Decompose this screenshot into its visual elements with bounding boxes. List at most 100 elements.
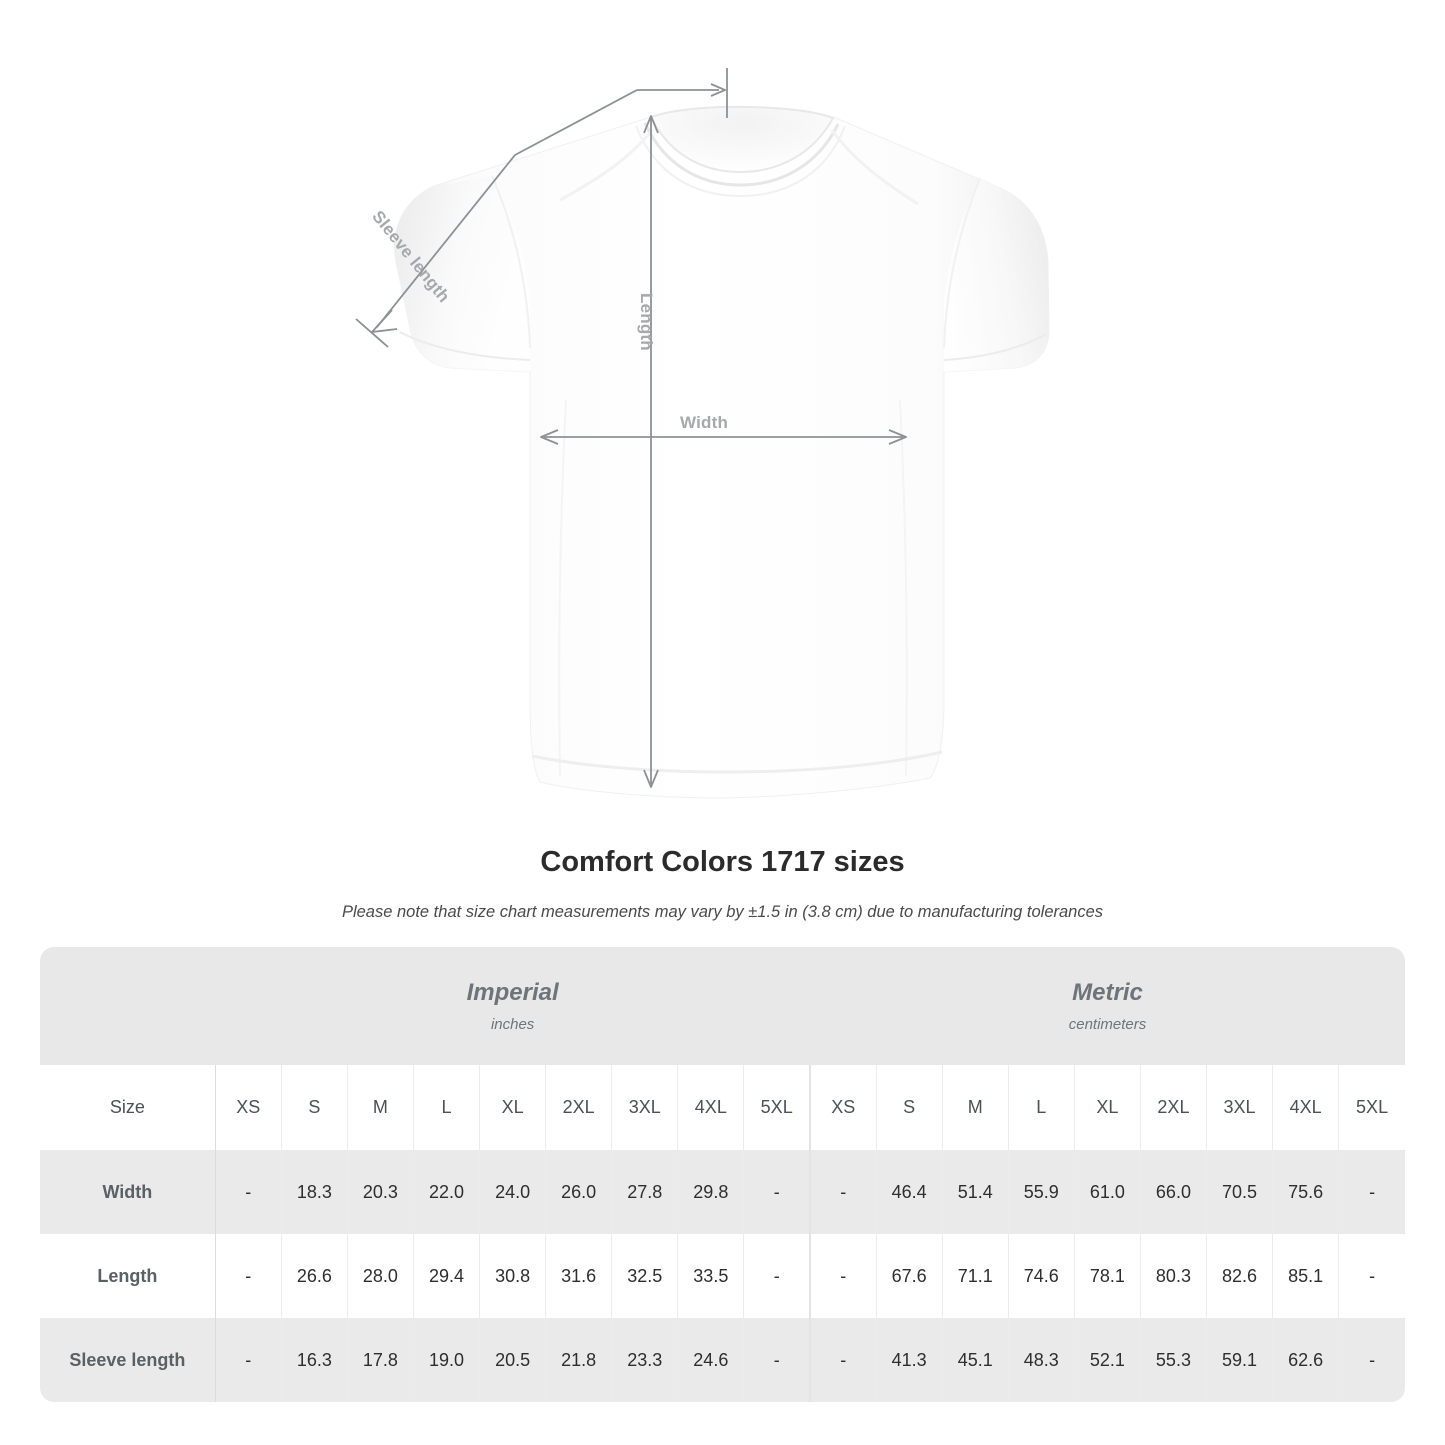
cell-width-imperial-xl: 24.0 bbox=[479, 1150, 547, 1234]
cell-length-metric-xs: - bbox=[810, 1234, 877, 1318]
unit-sub-metric: centimeters bbox=[1068, 1015, 1147, 1033]
cell-length-imperial-4xl: 33.5 bbox=[677, 1234, 745, 1318]
chart-title-block: Comfort Colors 1717 sizes Please note th… bbox=[0, 845, 1445, 923]
cell-length-imperial-xl: 30.8 bbox=[479, 1234, 547, 1318]
cell-sleeve-metric-4xl: 62.6 bbox=[1272, 1318, 1340, 1402]
cell-sleeve-metric-xl: 52.1 bbox=[1074, 1318, 1141, 1402]
header-size-imperial-3xl: 3XL bbox=[611, 1065, 679, 1150]
table-row: Length - 26.6 28.0 29.4 30.8 31.6 32.5 3… bbox=[40, 1234, 1405, 1318]
cell-width-imperial-s: 18.3 bbox=[281, 1150, 348, 1234]
header-size-imperial-l: L bbox=[413, 1065, 481, 1150]
cell-length-metric-4xl: 85.1 bbox=[1272, 1234, 1340, 1318]
table-row: Width - 18.3 20.3 22.0 24.0 26.0 27.8 29… bbox=[40, 1150, 1405, 1234]
header-size-imperial-s: S bbox=[281, 1065, 348, 1150]
cell-width-metric-2xl: 66.0 bbox=[1140, 1150, 1207, 1234]
header-size-metric-xs: XS bbox=[810, 1065, 877, 1150]
table-row: Sleeve length - 16.3 17.8 19.0 20.5 21.8… bbox=[40, 1318, 1405, 1402]
cell-length-metric-s: 67.6 bbox=[876, 1234, 943, 1318]
cell-width-imperial-4xl: 29.8 bbox=[677, 1150, 745, 1234]
cell-length-metric-3xl: 82.6 bbox=[1206, 1234, 1274, 1318]
cell-length-imperial-s: 26.6 bbox=[281, 1234, 348, 1318]
cell-sleeve-imperial-2xl: 21.8 bbox=[545, 1318, 613, 1402]
cell-length-imperial-xs: - bbox=[215, 1234, 282, 1318]
cell-width-imperial-5xl: - bbox=[743, 1150, 812, 1234]
measurement-lines bbox=[355, 68, 907, 788]
length-dimension-label: Length bbox=[637, 293, 656, 351]
length-arrowhead-bottom bbox=[643, 769, 659, 788]
cell-width-imperial-3xl: 27.8 bbox=[611, 1150, 679, 1234]
cell-width-metric-l: 55.9 bbox=[1008, 1150, 1075, 1234]
cell-width-imperial-m: 20.3 bbox=[347, 1150, 414, 1234]
size-chart-table-wrapper: Imperial inches Metric centimeters Size … bbox=[40, 947, 1405, 1402]
row-label-sleeve-length: Sleeve length bbox=[40, 1318, 216, 1402]
header-size-metric-xl: XL bbox=[1074, 1065, 1141, 1150]
header-size-imperial-m: M bbox=[347, 1065, 414, 1150]
cell-sleeve-metric-3xl: 59.1 bbox=[1206, 1318, 1274, 1402]
sleeve-length-line bbox=[376, 154, 516, 328]
cell-sleeve-imperial-xs: - bbox=[215, 1318, 282, 1402]
cell-length-metric-2xl: 80.3 bbox=[1140, 1234, 1207, 1318]
header-size-imperial-5xl: 5XL bbox=[743, 1065, 812, 1150]
cell-length-imperial-3xl: 32.5 bbox=[611, 1234, 679, 1318]
cell-sleeve-metric-xs: - bbox=[810, 1318, 877, 1402]
cell-length-imperial-m: 28.0 bbox=[347, 1234, 414, 1318]
cell-length-metric-l: 74.6 bbox=[1008, 1234, 1075, 1318]
size-header-row: Size XS S M L XL 2XL 3XL 4XL 5XL XS S M … bbox=[40, 1065, 1405, 1150]
unit-band-row: Imperial inches Metric centimeters bbox=[40, 947, 1405, 1065]
cell-length-metric-5xl: - bbox=[1338, 1234, 1405, 1318]
unit-band-spacer bbox=[40, 947, 216, 1065]
cell-sleeve-metric-5xl: - bbox=[1338, 1318, 1405, 1402]
header-size-label: Size bbox=[40, 1065, 216, 1150]
cell-sleeve-imperial-5xl: - bbox=[743, 1318, 812, 1402]
cell-sleeve-imperial-3xl: 23.3 bbox=[611, 1318, 679, 1402]
header-size-metric-s: S bbox=[876, 1065, 943, 1150]
header-size-metric-m: M bbox=[942, 1065, 1009, 1150]
cell-width-metric-xs: - bbox=[810, 1150, 877, 1234]
cell-sleeve-metric-2xl: 55.3 bbox=[1140, 1318, 1207, 1402]
cell-width-imperial-l: 22.0 bbox=[413, 1150, 481, 1234]
header-size-metric-5xl: 5XL bbox=[1338, 1065, 1405, 1150]
cell-width-metric-3xl: 70.5 bbox=[1206, 1150, 1274, 1234]
length-leader-arrowhead bbox=[710, 83, 728, 97]
cell-width-metric-xl: 61.0 bbox=[1074, 1150, 1141, 1234]
cell-width-metric-4xl: 75.6 bbox=[1272, 1150, 1340, 1234]
row-label-length: Length bbox=[40, 1234, 216, 1318]
unit-sub-imperial: inches bbox=[490, 1015, 535, 1033]
garment-shape bbox=[394, 105, 1050, 799]
header-size-imperial-xs: XS bbox=[215, 1065, 282, 1150]
row-label-width: Width bbox=[40, 1150, 216, 1234]
cell-length-metric-m: 71.1 bbox=[942, 1234, 1009, 1318]
page-title: Comfort Colors 1717 sizes bbox=[540, 846, 905, 878]
length-arrowhead-top bbox=[643, 115, 659, 134]
cell-sleeve-metric-m: 45.1 bbox=[942, 1318, 1009, 1402]
tolerance-note: Please note that size chart measurements… bbox=[341, 902, 1104, 921]
cell-sleeve-imperial-s: 16.3 bbox=[281, 1318, 348, 1402]
tshirt-diagram: Width Length Sleeve length bbox=[355, 68, 1050, 799]
cell-length-imperial-5xl: - bbox=[743, 1234, 812, 1318]
cell-width-imperial-xs: - bbox=[215, 1150, 282, 1234]
cell-sleeve-imperial-l: 19.0 bbox=[413, 1318, 481, 1402]
cell-sleeve-imperial-xl: 20.5 bbox=[479, 1318, 547, 1402]
cell-sleeve-metric-l: 48.3 bbox=[1008, 1318, 1075, 1402]
cell-width-metric-m: 51.4 bbox=[942, 1150, 1009, 1234]
cell-sleeve-imperial-m: 17.8 bbox=[347, 1318, 414, 1402]
header-size-metric-4xl: 4XL bbox=[1272, 1065, 1340, 1150]
cell-length-imperial-2xl: 31.6 bbox=[545, 1234, 613, 1318]
tshirt-illustration bbox=[355, 68, 1050, 799]
header-size-imperial-xl: XL bbox=[479, 1065, 547, 1150]
header-size-metric-2xl: 2XL bbox=[1140, 1065, 1207, 1150]
header-size-imperial-4xl: 4XL bbox=[677, 1065, 745, 1150]
cell-length-metric-xl: 78.1 bbox=[1074, 1234, 1141, 1318]
cell-sleeve-metric-s: 41.3 bbox=[876, 1318, 943, 1402]
width-arrowhead-left bbox=[540, 429, 559, 445]
header-size-metric-3xl: 3XL bbox=[1206, 1065, 1274, 1150]
size-chart-table: Imperial inches Metric centimeters Size … bbox=[40, 947, 1405, 1402]
unit-cell-imperial: Imperial inches bbox=[215, 947, 811, 1065]
width-dimension-label: Width bbox=[680, 413, 729, 432]
cell-width-metric-s: 46.4 bbox=[876, 1150, 943, 1234]
header-size-imperial-2xl: 2XL bbox=[545, 1065, 613, 1150]
unit-cell-metric: Metric centimeters bbox=[810, 947, 1405, 1065]
sleeve-arrowhead bbox=[371, 309, 398, 333]
cell-width-metric-5xl: - bbox=[1338, 1150, 1405, 1234]
sleeve-leader-upper bbox=[514, 89, 638, 156]
